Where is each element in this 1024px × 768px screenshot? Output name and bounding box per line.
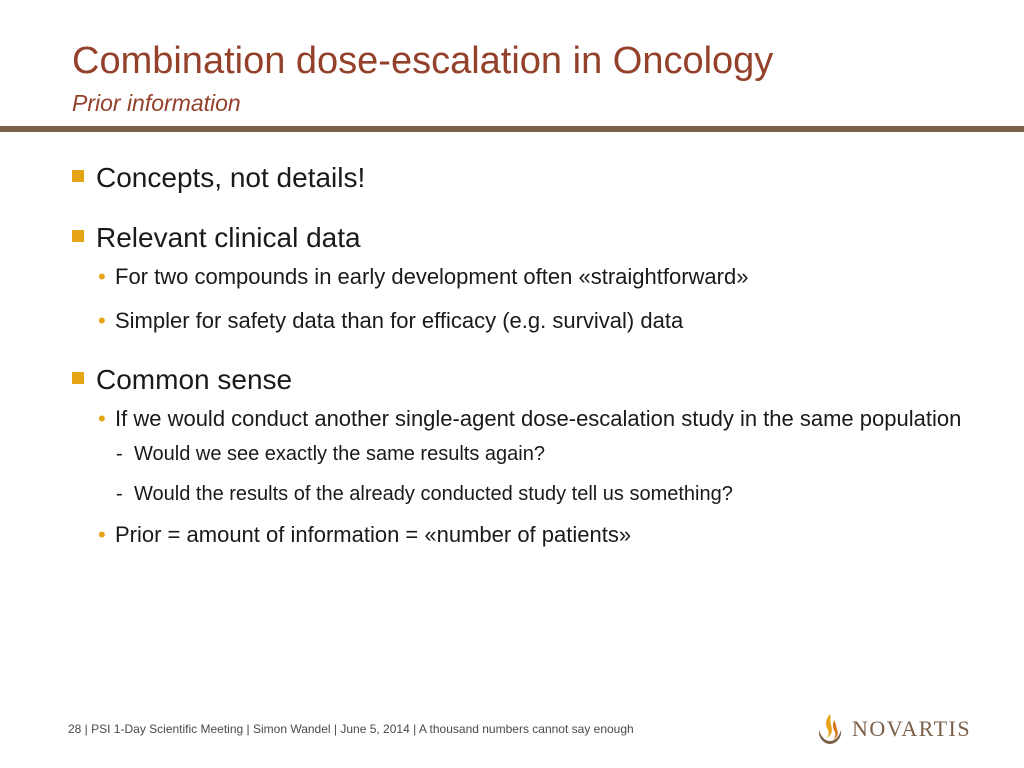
dash-bullet-item: - Would we see exactly the same results … — [72, 440, 972, 468]
sub-bullet-item: • If we would conduct another single-age… — [72, 404, 972, 434]
sub-bullet-text: For two compounds in early development o… — [115, 264, 749, 289]
sub-bullet-text: Simpler for safety data than for efficac… — [115, 308, 684, 333]
dot-bullet-icon: • — [98, 264, 106, 289]
logo-wordmark: NOVARTIS — [852, 716, 972, 741]
dot-bullet-icon: • — [98, 406, 106, 431]
dash-bullet-item: - Would the results of the already condu… — [72, 480, 972, 508]
flame-logo-icon — [818, 714, 842, 744]
bullet-item: Common sense — [72, 360, 972, 400]
sub-bullet-item: • For two compounds in early development… — [72, 262, 972, 292]
sub-bullet-text: If we would conduct another single-agent… — [115, 406, 962, 431]
square-bullet-icon — [72, 372, 84, 384]
slide-content: Concepts, not details! Relevant clinical… — [72, 158, 972, 564]
sub-bullet-item: • Prior = amount of information = «numbe… — [72, 520, 972, 550]
dot-bullet-icon: • — [98, 308, 106, 333]
slide-subtitle: Prior information — [72, 90, 241, 116]
square-bullet-icon — [72, 230, 84, 242]
slide-footer: 28 | PSI 1-Day Scientific Meeting | Simo… — [68, 722, 634, 736]
dash-bullet-text: Would we see exactly the same results ag… — [134, 443, 545, 465]
dot-bullet-icon: • — [98, 522, 106, 547]
bullet-item: Concepts, not details! — [72, 158, 972, 198]
bullet-item: Relevant clinical data — [72, 218, 972, 258]
bullet-text: Concepts, not details! — [96, 162, 366, 193]
sub-bullet-item: • Simpler for safety data than for effic… — [72, 306, 972, 336]
square-bullet-icon — [72, 170, 84, 182]
bullet-text: Relevant clinical data — [96, 222, 361, 253]
sub-bullet-text: Prior = amount of information = «number … — [115, 522, 632, 547]
novartis-logo: NOVARTIS — [816, 712, 971, 746]
slide-title: Combination dose-escalation in Oncology — [72, 40, 774, 82]
header-divider — [0, 126, 1024, 132]
bullet-text: Common sense — [96, 364, 293, 395]
dash-bullet-text: Would the results of the already conduct… — [134, 483, 733, 505]
dash-bullet-icon: - — [116, 483, 123, 505]
dash-bullet-icon: - — [116, 443, 123, 465]
